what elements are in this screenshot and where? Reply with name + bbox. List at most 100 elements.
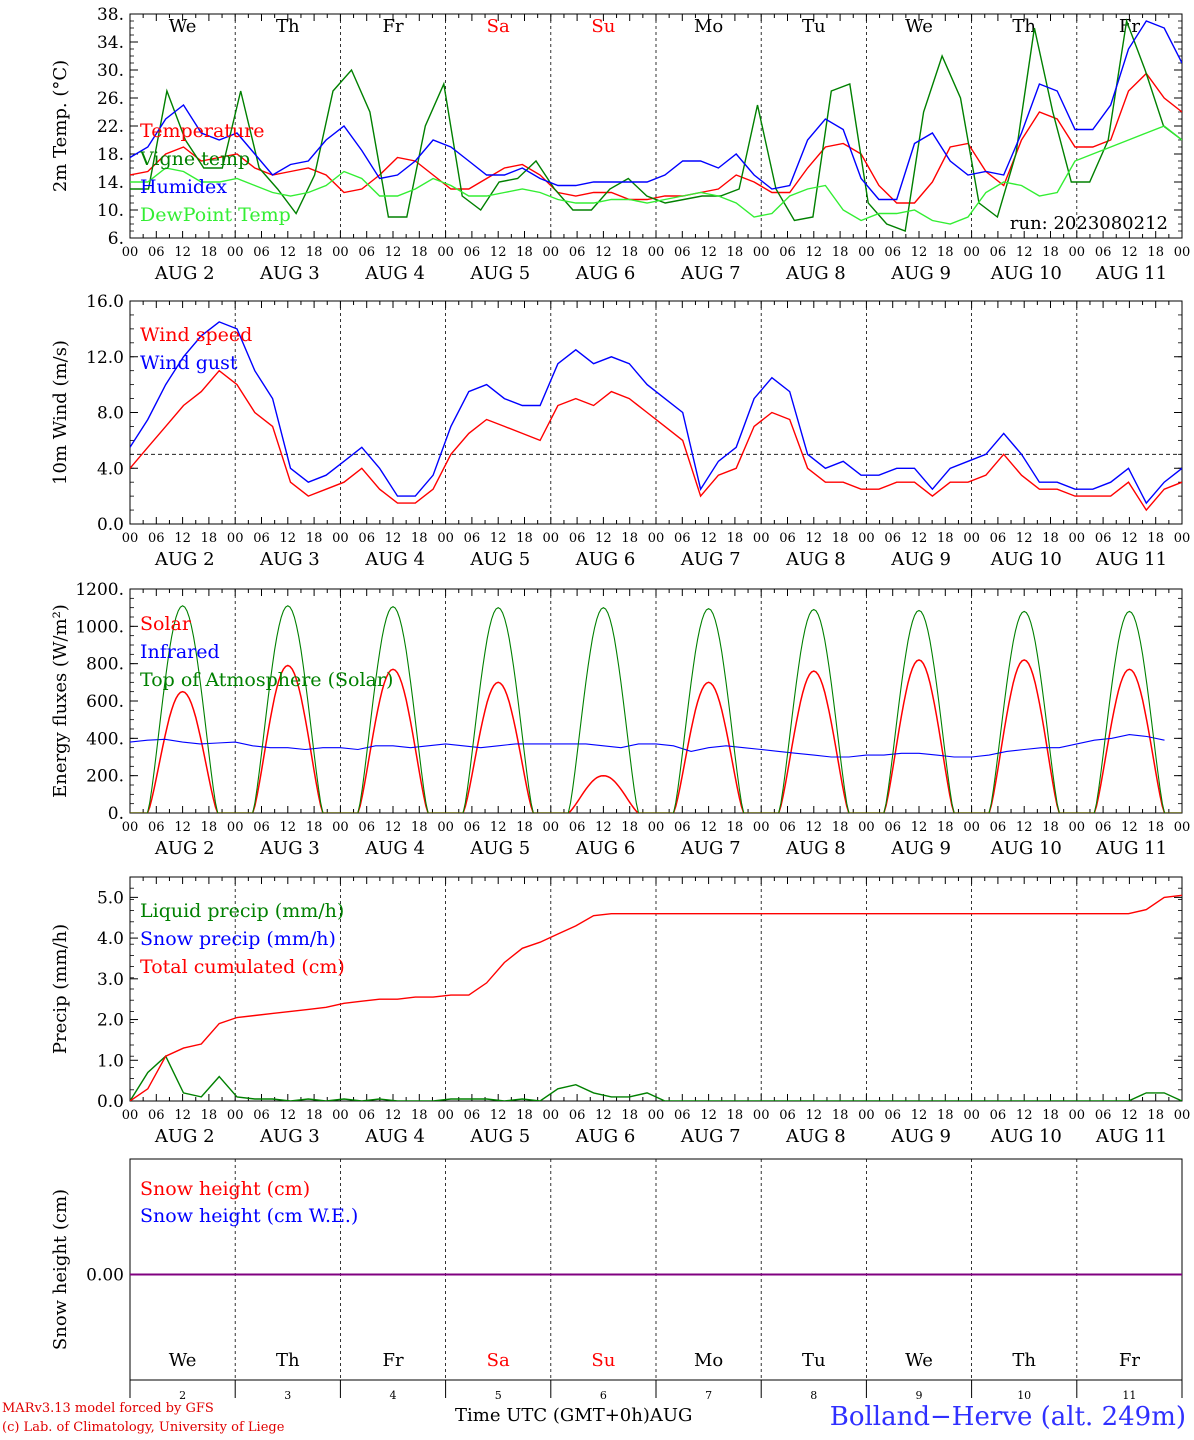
x-hour-label: 00 xyxy=(1069,531,1086,546)
x-hour-label: 00 xyxy=(332,820,349,835)
series-top-of-atmosphere-solar- xyxy=(130,605,1182,813)
day-number-label: 10 xyxy=(1017,1389,1031,1402)
panel-frame-energy xyxy=(129,588,1183,814)
day-number-label: 4 xyxy=(390,1389,397,1402)
weekday-label: Tu xyxy=(802,1350,826,1371)
panel-frame-wind xyxy=(129,300,1183,525)
x-hour-label: 12 xyxy=(1016,1108,1033,1123)
x-date-label: AUG 10 xyxy=(990,549,1062,570)
x-hour-label: 18 xyxy=(727,1108,744,1123)
x-date-label: AUG 3 xyxy=(259,549,320,570)
x-hour-label: 00 xyxy=(332,531,349,546)
y-tick-label: 22. xyxy=(97,117,124,137)
weekday-label: Sa xyxy=(487,1350,510,1371)
x-hour-label: 06 xyxy=(464,820,481,835)
x-hour-label: 00 xyxy=(963,531,980,546)
x-hour-label: 00 xyxy=(1174,531,1191,546)
x-hour-label: 00 xyxy=(648,1108,665,1123)
x-date-label: AUG 6 xyxy=(575,549,636,570)
x-hour-label: 06 xyxy=(884,820,901,835)
weekday-label: We xyxy=(905,16,933,37)
x-hour-label: 12 xyxy=(806,245,823,260)
x-date-label: AUG 10 xyxy=(990,263,1062,284)
x-hour-label: 00 xyxy=(122,820,139,835)
legend-entry: Temperature xyxy=(140,120,264,142)
y-tick-label: 2.0 xyxy=(97,1011,124,1031)
y-axis-label: 10m Wind (m/s) xyxy=(50,340,71,485)
legend-entry: Humidex xyxy=(140,176,227,198)
y-tick-label: 0. xyxy=(108,804,124,824)
x-hour-label: 18 xyxy=(727,820,744,835)
x-hour-label: 18 xyxy=(306,820,323,835)
legend-entry: Wind gust xyxy=(140,352,238,374)
x-date-label: AUG 2 xyxy=(154,838,215,859)
x-hour-label: 18 xyxy=(832,1108,849,1123)
x-hour-label: 00 xyxy=(122,531,139,546)
y-tick-label: 6. xyxy=(108,229,124,249)
x-hour-label: 12 xyxy=(911,820,928,835)
x-hour-label: 18 xyxy=(621,820,638,835)
y-tick-label: 1.0 xyxy=(97,1051,124,1071)
x-hour-label: 12 xyxy=(385,820,402,835)
x-hour-label: 06 xyxy=(1095,820,1112,835)
x-hour-label: 06 xyxy=(779,531,796,546)
day-number-label: 3 xyxy=(284,1389,291,1402)
x-hour-label: 18 xyxy=(411,245,428,260)
x-hour-label: 06 xyxy=(990,820,1007,835)
x-hour-label: 06 xyxy=(990,245,1007,260)
x-hour-label: 18 xyxy=(1042,1108,1059,1123)
x-date-label: AUG 5 xyxy=(469,1126,530,1147)
x-date-label: AUG 6 xyxy=(575,838,636,859)
y-tick-label: 12.0 xyxy=(86,348,124,368)
x-hour-label: 12 xyxy=(385,1108,402,1123)
x-hour-label: 18 xyxy=(201,531,218,546)
weekday-label: Fr xyxy=(1119,16,1140,37)
y-tick-label: 38. xyxy=(97,5,124,25)
x-hour-label: 18 xyxy=(1147,531,1164,546)
legend-entry: DewPoint Temp xyxy=(140,204,291,226)
series-liquid-precip-mm-h- xyxy=(130,1055,1182,1101)
x-hour-label: 00 xyxy=(122,245,139,260)
x-hour-label: 18 xyxy=(516,245,533,260)
legend-entry: Solar xyxy=(140,613,192,635)
series-wind-gust xyxy=(130,321,1182,505)
y-tick-label: 3.0 xyxy=(97,970,124,990)
x-date-label: AUG 7 xyxy=(680,263,741,284)
x-hour-label: 12 xyxy=(280,245,297,260)
weekday-label: Su xyxy=(591,16,615,37)
x-date-label: AUG 6 xyxy=(575,263,636,284)
y-tick-label: 800. xyxy=(86,655,124,675)
x-date-label: AUG 10 xyxy=(990,838,1062,859)
weekday-label: Mo xyxy=(694,16,723,37)
x-hour-label: 00 xyxy=(332,1108,349,1123)
y-axis-label: 2m Temp. (°C) xyxy=(50,60,71,192)
weekday-label: Tu xyxy=(802,16,826,37)
x-hour-label: 06 xyxy=(464,531,481,546)
x-hour-label: 00 xyxy=(753,820,770,835)
x-date-label: AUG 2 xyxy=(154,1126,215,1147)
x-hour-label: 00 xyxy=(648,245,665,260)
weekday-label: We xyxy=(169,1350,197,1371)
x-hour-label: 00 xyxy=(858,1108,875,1123)
x-hour-label: 18 xyxy=(306,1108,323,1123)
x-hour-label: 18 xyxy=(832,245,849,260)
x-hour-label: 12 xyxy=(700,245,717,260)
x-hour-label: 00 xyxy=(1069,820,1086,835)
y-tick-label: 4.0 xyxy=(97,459,124,479)
series-humidex xyxy=(130,20,1182,201)
y-tick-label: 200. xyxy=(86,767,124,787)
series-temperature xyxy=(130,72,1182,204)
x-hour-label: 00 xyxy=(858,531,875,546)
x-hour-label: 00 xyxy=(227,531,244,546)
x-hour-label: 06 xyxy=(569,820,586,835)
weekday-label: We xyxy=(905,1350,933,1371)
x-hour-label: 18 xyxy=(727,245,744,260)
series-dewpoint-temp xyxy=(130,125,1182,225)
x-hour-label: 18 xyxy=(832,531,849,546)
x-hour-label: 12 xyxy=(1121,1108,1138,1123)
x-hour-label: 06 xyxy=(990,1108,1007,1123)
series-solar xyxy=(130,659,1182,813)
x-hour-label: 00 xyxy=(648,531,665,546)
y-tick-label: 30. xyxy=(97,61,124,81)
day-number-label: 9 xyxy=(916,1389,923,1402)
